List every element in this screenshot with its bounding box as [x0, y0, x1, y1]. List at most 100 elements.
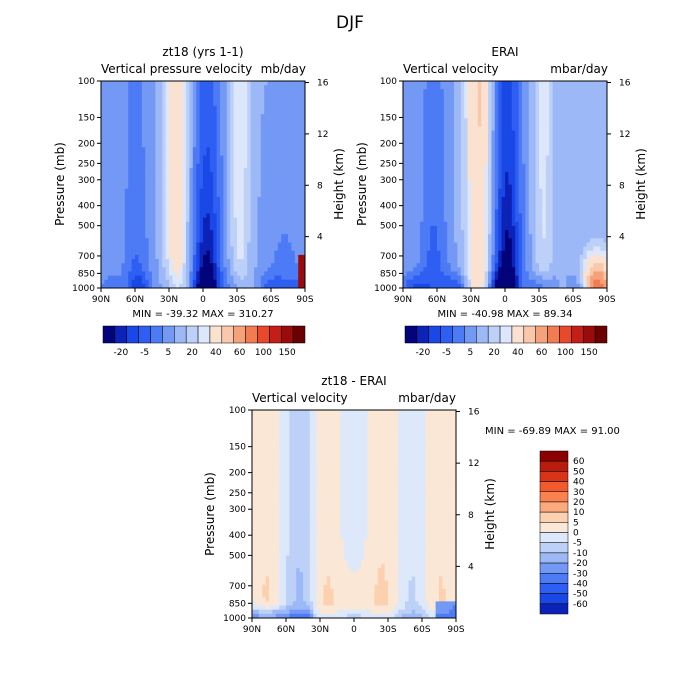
heatmap-cell	[535, 192, 540, 198]
heatmap-cell	[583, 134, 587, 140]
heatmap-cell	[240, 130, 245, 136]
heatmap-cell	[491, 97, 496, 103]
heatmap-cell	[596, 122, 601, 127]
heatmap-cell	[128, 263, 132, 268]
heatmap-cell	[542, 196, 547, 202]
heatmap-cell	[158, 118, 163, 123]
heatmap-cell	[600, 89, 604, 94]
heatmap-cell	[131, 109, 136, 115]
heatmap-cell	[298, 109, 302, 115]
heatmap-cell	[491, 81, 496, 86]
heatmap-cell	[216, 126, 221, 132]
heatmap-cell	[430, 151, 434, 156]
heatmap-cell	[267, 114, 272, 119]
heatmap-cell	[148, 192, 153, 198]
heatmap-cell	[447, 134, 451, 140]
heatmap-cell	[586, 130, 591, 136]
heatmap-cell	[291, 184, 296, 190]
heatmap-cell	[298, 209, 302, 214]
heatmap-cell	[213, 143, 217, 148]
heatmap-cell	[101, 155, 105, 161]
heatmap-cell	[172, 271, 177, 276]
heatmap-cell	[593, 205, 598, 210]
heatmap-cell	[539, 201, 543, 206]
heatmap-cell	[301, 151, 306, 156]
heatmap-cell	[528, 85, 533, 90]
heatmap-cell	[508, 188, 513, 194]
heatmap-cell	[104, 114, 109, 119]
heatmap-cell	[165, 93, 170, 98]
heatmap-cell	[260, 271, 265, 276]
heatmap-cell	[220, 188, 224, 194]
heatmap-cell	[277, 155, 282, 161]
heatmap-cell	[271, 118, 275, 123]
heatmap-cell	[104, 151, 109, 156]
heatmap-cell	[135, 259, 139, 264]
heatmap-cell	[454, 201, 458, 206]
heatmap-cell	[488, 114, 492, 119]
heatmap-cell	[237, 126, 241, 132]
heatmap-cell	[549, 89, 553, 94]
heatmap-cell	[118, 85, 122, 90]
heatmap-cell	[552, 93, 557, 98]
heatmap-cell	[556, 176, 560, 181]
heatmap-cell	[169, 267, 173, 272]
heatmap-cell	[118, 283, 122, 289]
heatmap-cell	[420, 151, 424, 156]
heatmap-cell	[450, 176, 455, 181]
heatmap-cell	[291, 250, 296, 256]
heatmap-cell	[508, 151, 513, 156]
heatmap-cell	[243, 109, 248, 115]
heatmap-cell	[294, 205, 299, 210]
heatmap-cell	[281, 267, 285, 272]
heatmap-cell	[454, 196, 458, 202]
heatmap-cell	[454, 163, 458, 169]
heatmap-cell	[569, 97, 574, 103]
heatmap-cell	[165, 167, 170, 173]
heatmap-cell	[169, 196, 173, 202]
heatmap-cell	[409, 122, 414, 127]
heatmap-cell	[131, 250, 136, 256]
heatmap-cell	[532, 126, 536, 132]
heatmap-cell	[237, 155, 241, 161]
heatmap-cell	[271, 163, 275, 169]
heatmap-cell	[298, 283, 302, 289]
heatmap-cell	[477, 143, 482, 148]
heatmap-cell	[118, 192, 122, 198]
heatmap-cell	[274, 254, 279, 260]
heatmap-cell	[600, 138, 604, 144]
heatmap-cell	[121, 259, 126, 264]
heatmap-cell	[528, 147, 533, 152]
heatmap-cell	[294, 275, 299, 281]
heatmap-cell	[199, 85, 204, 90]
heatmap-cell	[254, 230, 258, 235]
heatmap-cell	[447, 114, 451, 119]
heatmap-cell	[223, 143, 228, 148]
heatmap-cell	[206, 122, 211, 127]
heatmap-cell	[409, 180, 414, 185]
heatmap-cell	[114, 176, 119, 181]
heatmap-cell	[196, 209, 200, 214]
heatmap-cell	[189, 147, 194, 152]
heatmap-cell	[298, 234, 302, 239]
heatmap-cell	[274, 93, 279, 98]
heatmap-cell	[494, 93, 499, 98]
heatmap-cell	[474, 138, 479, 144]
heatmap-cell	[566, 122, 570, 127]
y-tick-right-label: 12	[317, 130, 328, 140]
heatmap-cell	[430, 109, 434, 115]
heatmap-cell	[114, 275, 119, 281]
heatmap-cell	[118, 259, 122, 264]
heatmap-cell	[484, 196, 489, 202]
heatmap-cell	[274, 105, 279, 111]
heatmap-cell	[406, 147, 411, 152]
heatmap-cell	[118, 122, 122, 127]
heatmap-cell	[260, 201, 265, 206]
heatmap-cell	[556, 126, 560, 132]
heatmap-cell	[532, 130, 536, 136]
heatmap-cell	[233, 242, 238, 247]
heatmap-cell	[213, 85, 217, 90]
heatmap-cell	[169, 283, 173, 289]
heatmap-cell	[172, 238, 177, 243]
heatmap-cell	[172, 283, 177, 289]
